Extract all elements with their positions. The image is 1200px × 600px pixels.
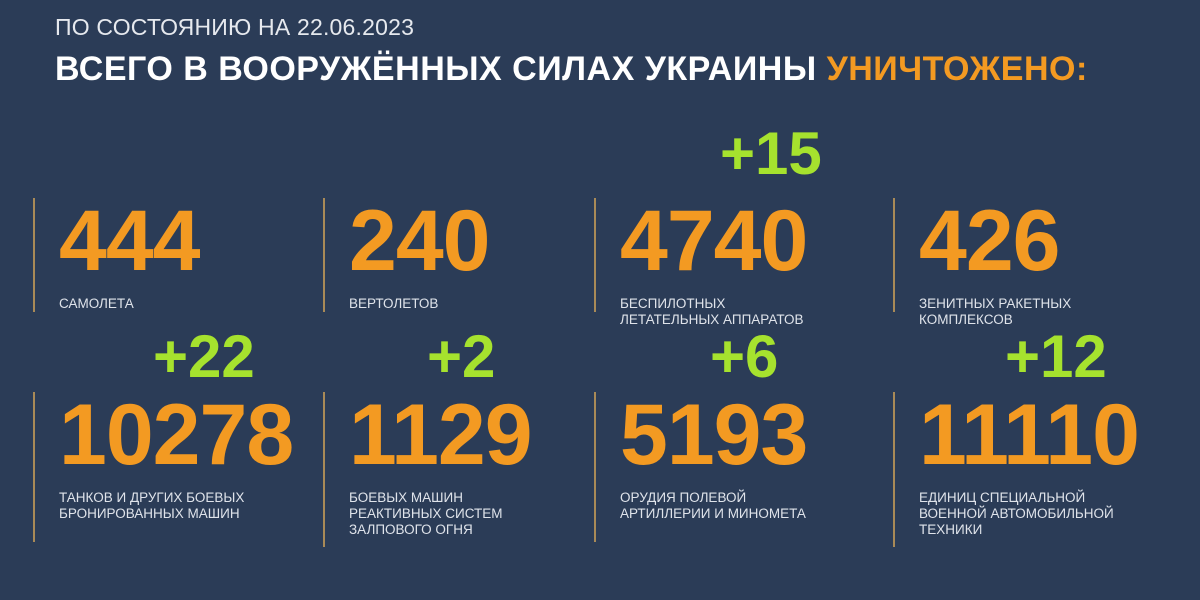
title-main: ВСЕГО В ВООРУЖЁННЫХ СИЛАХ УКРАИНЫ [55,50,817,88]
stat-value: 444 [59,193,200,289]
page-title: ВСЕГО В ВООРУЖЁННЫХ СИЛАХ УКРАИНЫ УНИЧТО… [55,50,1088,89]
stat-label-line: ВОЕННОЙ АВТОМОБИЛЬНОЙ [919,506,1114,521]
stat-card: 5193 ОРУДИЯ ПОЛЕВОЙ АРТИЛЛЕРИИ И МИНОМЕТА [594,387,808,542]
stat-delta: +6 [710,323,779,390]
stat-label-line: ТЕХНИКИ [919,522,983,537]
stat-label: ЕДИНИЦ СПЕЦИАЛЬНОЙ ВОЕННОЙ АВТОМОБИЛЬНОЙ Т… [919,490,1139,538]
stat-label: БЕСПИЛОТНЫХ ЛЕТАТЕЛЬНЫХ АППАРАТОВ [620,296,807,328]
stat-card: 10278 ТАНКОВ И ДРУГИХ БОЕВЫХ БРОНИРОВАННЫХ… [33,387,294,542]
date-subtitle: ПО СОСТОЯНИЮ НА 22.06.2023 [55,14,415,40]
stat-value: 5193 [620,387,808,483]
stat-label-line: ТАНКОВ И ДРУГИХ БОЕВЫХ [59,490,245,505]
stat-value: 426 [919,193,1061,289]
stat-value: 240 [349,193,490,289]
title-accent: УНИЧТОЖЕНО: [826,50,1088,88]
stat-label-line: ОРУДИЯ ПОЛЕВОЙ [620,490,747,505]
stat-label: ВЕРТОЛЕТОВ [349,296,490,312]
stat-label-line: БЕСПИЛОТНЫХ [620,296,726,311]
stat-value: 10278 [59,387,294,483]
stat-delta: +2 [427,323,496,390]
stat-card: 240 ВЕРТОЛЕТОВ [323,198,490,312]
stat-card: 444 САМОЛЕТА [33,198,200,312]
stat-value: 4740 [620,193,808,289]
stat-label-line: ЗЕНИТНЫХ РАКЕТНЫХ [919,296,1072,311]
stat-label-line: РЕАКТИВНЫХ СИСТЕМ [349,506,503,521]
stat-label: ЗЕНИТНЫХ РАКЕТНЫХ КОМПЛЕКСОВ [919,296,1071,328]
stat-label-line: ЛЕТАТЕЛЬНЫХ АППАРАТОВ [620,312,804,327]
stat-label-line: ЕДИНИЦ СПЕЦИАЛЬНОЙ [919,490,1086,505]
stat-value: 1129 [349,387,533,483]
stat-card: 1129 БОЕВЫХ МАШИН РЕАКТИВНЫХ СИСТЕМ ЗАЛПОВО… [323,387,533,547]
stat-card: 426 ЗЕНИТНЫХ РАКЕТНЫХ КОМПЛЕКСОВ [893,193,1071,327]
stat-label-line: КОМПЛЕКСОВ [919,312,1013,327]
stat-label-line: АРТИЛЛЕРИИ И МИНОМЕТА [620,506,806,521]
stat-label: ТАНКОВ И ДРУГИХ БОЕВЫХ БРОНИРОВАННЫХ МАШИ… [59,490,293,522]
stat-card: 11110 ЕДИНИЦ СПЕЦИАЛЬНОЙ ВОЕННОЙ АВТОМОБИЛ… [893,387,1140,547]
stat-label-line: БРОНИРОВАННЫХ МАШИН [59,506,240,521]
stat-card: 4740 БЕСПИЛОТНЫХ ЛЕТАТЕЛЬНЫХ АППАРАТОВ [594,193,808,327]
stat-label: САМОЛЕТА [59,296,200,312]
stat-delta: +12 [1005,323,1107,390]
stat-delta: +22 [153,323,255,390]
stat-label: БОЕВЫХ МАШИН РЕАКТИВНЫХ СИСТЕМ ЗАЛПОВОГО О… [349,490,532,538]
stat-label-line: БОЕВЫХ МАШИН [349,490,463,505]
stat-delta: +15 [720,120,822,187]
stat-value: 11110 [919,387,1140,483]
stat-label: ОРУДИЯ ПОЛЕВОЙ АРТИЛЛЕРИИ И МИНОМЕТА [620,490,807,522]
stat-label-line: САМОЛЕТА [59,296,134,311]
stat-label-line: ЗАЛПОВОГО ОГНЯ [349,522,473,537]
stat-label-line: ВЕРТОЛЕТОВ [349,296,439,311]
